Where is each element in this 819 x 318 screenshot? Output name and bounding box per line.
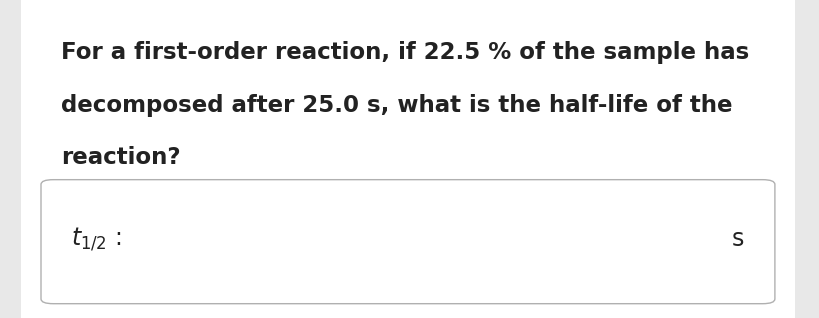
- Text: reaction?: reaction?: [61, 146, 181, 169]
- Text: $t_{1/2}$ :: $t_{1/2}$ :: [71, 226, 122, 253]
- Text: For a first-order reaction, if 22.5 % of the sample has: For a first-order reaction, if 22.5 % of…: [61, 41, 749, 64]
- Text: decomposed after 25.0 s, what is the half-life of the: decomposed after 25.0 s, what is the hal…: [61, 94, 732, 117]
- Text: s: s: [731, 227, 744, 252]
- FancyBboxPatch shape: [20, 0, 794, 318]
- FancyBboxPatch shape: [41, 180, 774, 304]
